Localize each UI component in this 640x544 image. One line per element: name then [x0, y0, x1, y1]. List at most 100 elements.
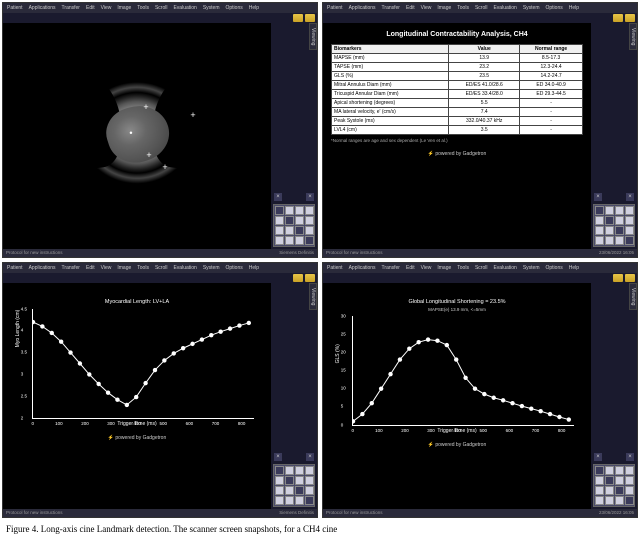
folder-open-icon[interactable] — [305, 14, 315, 22]
tool-button[interactable] — [295, 236, 304, 245]
menu-image[interactable]: Image — [437, 5, 451, 11]
close-icon[interactable]: × — [274, 193, 282, 201]
tool-button[interactable] — [615, 486, 624, 495]
tool-button[interactable] — [595, 216, 604, 225]
menu-view[interactable]: View — [101, 265, 112, 271]
menu-system[interactable]: System — [523, 5, 540, 11]
menu-patient[interactable]: Patient — [327, 5, 343, 11]
menu-applications[interactable]: Applications — [349, 5, 376, 11]
tool-button[interactable] — [625, 226, 634, 235]
menu-evaluation[interactable]: Evaluation — [493, 265, 516, 271]
menu-view[interactable]: View — [421, 5, 432, 11]
menu-evaluation[interactable]: Evaluation — [173, 265, 196, 271]
menu-applications[interactable]: Applications — [29, 265, 56, 271]
tool-button[interactable] — [625, 486, 634, 495]
tool-button[interactable] — [595, 466, 604, 475]
menu-scroll[interactable]: Scroll — [475, 5, 488, 11]
viewing-tab[interactable]: Viewing — [309, 23, 317, 50]
tool-button[interactable] — [295, 206, 304, 215]
tool-button[interactable] — [595, 486, 604, 495]
menu-tools[interactable]: Tools — [137, 5, 149, 11]
tool-button[interactable] — [615, 466, 624, 475]
menu-options[interactable]: Options — [226, 265, 243, 271]
tool-button[interactable] — [305, 466, 314, 475]
tool-button[interactable] — [595, 206, 604, 215]
tool-button[interactable] — [625, 496, 634, 505]
menu-tools[interactable]: Tools — [457, 5, 469, 11]
tool-button[interactable] — [625, 206, 634, 215]
tool-button[interactable] — [615, 216, 624, 225]
tool-button[interactable] — [275, 476, 284, 485]
menu-help[interactable]: Help — [249, 265, 259, 271]
menubar[interactable]: PatientApplicationsTransferEditViewImage… — [323, 263, 637, 273]
folder-open-icon[interactable] — [625, 274, 635, 282]
menu-system[interactable]: System — [203, 5, 220, 11]
tool-button[interactable] — [295, 486, 304, 495]
close-icon[interactable]: × — [626, 193, 634, 201]
menu-evaluation[interactable]: Evaluation — [173, 5, 196, 11]
menu-patient[interactable]: Patient — [7, 5, 23, 11]
tool-button[interactable] — [275, 236, 284, 245]
tool-button[interactable] — [275, 486, 284, 495]
tool-button[interactable] — [605, 466, 614, 475]
tool-button[interactable] — [305, 216, 314, 225]
folder-open-icon[interactable] — [305, 274, 315, 282]
folder-icon[interactable] — [613, 274, 623, 282]
menubar[interactable]: PatientApplicationsTransferEditViewImage… — [3, 3, 317, 13]
folder-icon[interactable] — [293, 274, 303, 282]
tool-button[interactable] — [295, 476, 304, 485]
menu-transfer[interactable]: Transfer — [62, 5, 80, 11]
tool-button[interactable] — [305, 496, 314, 505]
tool-button[interactable] — [615, 476, 624, 485]
menubar[interactable]: Patient Applications Transfer Edit View Image… — [323, 3, 637, 13]
menu-applications[interactable]: Applications — [29, 5, 56, 11]
tool-button[interactable] — [285, 216, 294, 225]
menu-system[interactable]: System — [523, 265, 540, 271]
tool-palette[interactable] — [593, 464, 635, 507]
menu-patient[interactable]: Patient — [7, 265, 23, 271]
menu-transfer[interactable]: Transfer — [382, 265, 400, 271]
menubar[interactable]: PatientApplicationsTransferEditViewImage… — [3, 263, 317, 273]
menu-options[interactable]: Options — [226, 5, 243, 11]
menu-edit[interactable]: Edit — [86, 5, 95, 11]
menu-tools[interactable]: Tools — [137, 265, 149, 271]
tool-button[interactable] — [275, 206, 284, 215]
menu-view[interactable]: View — [421, 265, 432, 271]
tool-button[interactable] — [275, 226, 284, 235]
tool-button[interactable] — [605, 216, 614, 225]
menu-edit[interactable]: Edit — [406, 5, 415, 11]
tool-button[interactable] — [595, 236, 604, 245]
menu-transfer[interactable]: Transfer — [382, 5, 400, 11]
tool-button[interactable] — [295, 496, 304, 505]
menu-transfer[interactable]: Transfer — [62, 265, 80, 271]
viewing-tab[interactable]: Viewing — [309, 283, 317, 310]
tool-button[interactable] — [595, 226, 604, 235]
menu-evaluation[interactable]: Evaluation — [493, 5, 516, 11]
menu-tools[interactable]: Tools — [457, 265, 469, 271]
tool-button[interactable] — [305, 236, 314, 245]
tool-palette[interactable] — [273, 204, 315, 247]
tool-button[interactable] — [615, 226, 624, 235]
menu-scroll[interactable]: Scroll — [155, 5, 168, 11]
tool-button[interactable] — [295, 226, 304, 235]
menu-view[interactable]: View — [101, 5, 112, 11]
menu-scroll[interactable]: Scroll — [475, 265, 488, 271]
tool-button[interactable] — [605, 226, 614, 235]
tool-button[interactable] — [625, 216, 634, 225]
tool-button[interactable] — [285, 226, 294, 235]
tool-button[interactable] — [305, 206, 314, 215]
tool-button[interactable] — [295, 466, 304, 475]
tool-button[interactable] — [605, 476, 614, 485]
tool-button[interactable] — [305, 226, 314, 235]
tool-button[interactable] — [605, 486, 614, 495]
close-icon[interactable]: × — [594, 453, 602, 461]
tool-button[interactable] — [295, 216, 304, 225]
menu-help[interactable]: Help — [569, 265, 579, 271]
close-icon[interactable]: × — [594, 193, 602, 201]
menu-image[interactable]: Image — [437, 265, 451, 271]
tool-palette[interactable] — [593, 204, 635, 247]
tool-button[interactable] — [275, 466, 284, 475]
tool-button[interactable] — [605, 496, 614, 505]
viewing-tab[interactable]: Viewing — [629, 283, 637, 310]
close-icon[interactable]: × — [306, 453, 314, 461]
